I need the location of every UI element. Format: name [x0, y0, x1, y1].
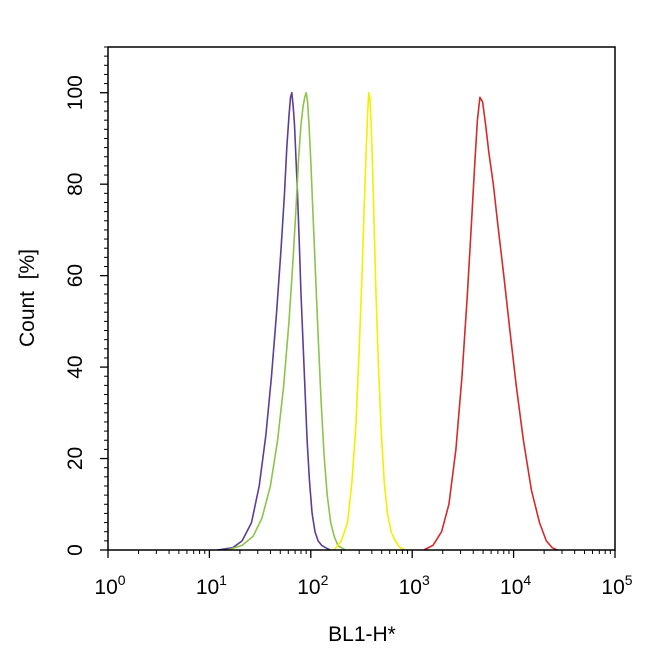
x-tick-label: 104	[500, 572, 531, 599]
curves-layer	[217, 91, 558, 551]
x-tick-label: 102	[297, 572, 328, 599]
y-tick-label: 40	[64, 355, 87, 378]
series-line-3	[333, 91, 406, 551]
plot-frame	[107, 46, 616, 551]
y-tick-label: 100	[64, 75, 87, 110]
y-tick-label: 60	[64, 264, 87, 287]
x-tick-label: 100	[94, 572, 125, 599]
y-tick-label: 20	[64, 447, 87, 470]
y-tick-label: 0	[64, 544, 87, 556]
y-tick-label: 80	[64, 173, 87, 196]
series-line-1	[217, 91, 331, 551]
y-axis-label: Count [%]	[16, 249, 39, 347]
series-line-2	[227, 91, 346, 551]
series-line-4	[423, 96, 558, 551]
x-tick-label: 103	[399, 572, 430, 599]
x-axis-label: BL1-H*	[328, 623, 396, 646]
x-tick-label: 101	[196, 572, 227, 599]
ticks-layer: 100 101 102 103 104 105 0 20 40 60 80 100	[64, 46, 633, 599]
x-tick-label: 105	[601, 572, 632, 599]
